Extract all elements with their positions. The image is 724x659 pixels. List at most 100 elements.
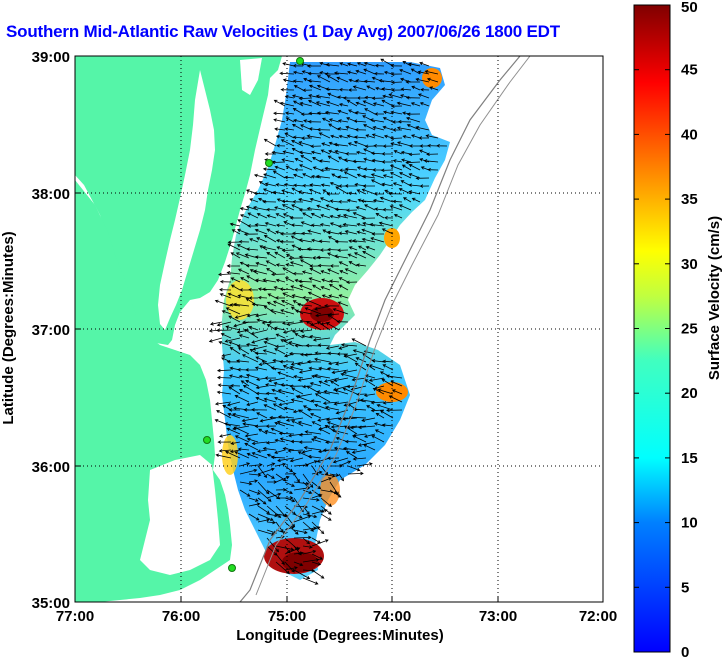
velocity-arrow: [279, 359, 295, 364]
velocity-arrow: [326, 192, 340, 196]
velocity-arrow: [266, 301, 277, 307]
velocity-arrow: [303, 446, 322, 451]
velocity-arrow: [300, 155, 313, 163]
velocity-arrow: [405, 80, 421, 84]
velocity-arrow: [325, 440, 340, 445]
velocity-arrow: [309, 382, 322, 387]
velocity-arrow: [302, 513, 318, 519]
velocity-arrow: [266, 214, 277, 219]
velocity-arrow: [216, 328, 232, 333]
velocity-arrow: [293, 561, 304, 567]
velocity-arrow: [363, 157, 376, 163]
velocity-arrow: [240, 214, 250, 219]
velocity-arrow: [311, 238, 322, 243]
velocity-arrow: [333, 71, 349, 75]
velocity-arrow: [314, 351, 331, 355]
velocity-arrow: [337, 301, 349, 307]
velocity-arrow: [306, 134, 322, 139]
velocity-arrow: [215, 453, 232, 459]
velocity-arrow: [301, 231, 313, 236]
velocity-arrow: [332, 308, 349, 315]
velocity-arrow: [390, 110, 403, 115]
velocity-arrow: [281, 321, 295, 325]
velocity-arrow: [350, 425, 367, 430]
velocity-arrow: [346, 208, 358, 213]
velocity-arrow: [284, 489, 293, 494]
velocity-arrow: [306, 206, 322, 211]
velocity-arrow: [298, 440, 313, 444]
velocity-arrow: [247, 212, 259, 219]
velocity-arrow: [246, 275, 259, 283]
velocity-arrow: [308, 84, 322, 91]
velocity-arrow: [381, 152, 394, 156]
y-tick-label: 37:00: [32, 322, 70, 339]
velocity-arrow: [266, 492, 282, 499]
velocity-arrow: [346, 70, 358, 75]
velocity-arrow: [314, 393, 331, 403]
velocity-arrow: [329, 473, 340, 477]
velocity-arrow: [352, 239, 367, 243]
velocity-arrow: [307, 119, 322, 124]
velocity-arrow: [291, 420, 304, 427]
velocity-arrow: [254, 424, 268, 429]
velocity-arrow: [382, 94, 394, 99]
velocity-arrow: [302, 497, 320, 502]
velocity-arrow: [244, 442, 259, 451]
velocity-arrow: [297, 377, 313, 382]
map-title: Southern Mid-Atlantic Raw Velocities (1 …: [6, 22, 560, 41]
velocity-arrow: [276, 143, 286, 148]
velocity-arrow: [333, 377, 349, 382]
velocity-arrow: [245, 263, 259, 268]
velocity-arrow: [384, 216, 394, 220]
velocity-arrow: [311, 438, 322, 443]
velocity-arrow: [289, 365, 304, 371]
velocity-arrow: [224, 422, 241, 427]
velocity-arrow: [362, 221, 376, 227]
velocity-arrow: [299, 164, 313, 171]
velocity-arrow: [246, 452, 259, 459]
velocity-arrow: [411, 134, 421, 139]
velocity-arrow: [256, 213, 268, 219]
velocity-arrow: [353, 252, 367, 259]
velocity-arrow: [254, 223, 268, 227]
colorbar-tick-label: 10: [681, 515, 698, 532]
velocity-arrow: [426, 77, 439, 83]
velocity-arrow: [325, 63, 340, 67]
velocity-arrow: [279, 240, 295, 244]
velocity-arrow: [352, 435, 367, 443]
velocity-arrow: [332, 457, 349, 464]
velocity-arrow: [356, 222, 367, 227]
velocity-arrow: [299, 259, 313, 267]
velocity-arrow: [275, 183, 286, 187]
velocity-arrow: [229, 449, 241, 454]
velocity-arrow: [330, 134, 340, 139]
velocity-arrow: [343, 354, 358, 363]
velocity-arrow: [275, 278, 286, 283]
velocity-arrow: [373, 192, 385, 196]
velocity-arrow: [307, 99, 322, 107]
velocity-arrow: [393, 150, 403, 155]
velocity-arrow: [216, 321, 232, 327]
velocity-arrow: [305, 343, 322, 348]
velocity-arrow: [304, 307, 322, 315]
velocity-arrow: [248, 325, 259, 331]
velocity-arrow: [362, 174, 376, 179]
velocity-arrow: [410, 102, 421, 107]
velocity-arrow: [225, 450, 241, 459]
velocity-arrow: [329, 222, 340, 227]
velocity-arrow: [248, 479, 259, 483]
velocity-arrow: [419, 149, 430, 155]
velocity-arrow: [369, 118, 385, 123]
velocity-arrow: [328, 294, 340, 299]
velocity-arrow: [246, 437, 259, 443]
velocity-arrow: [346, 99, 358, 107]
velocity-arrow: [320, 214, 331, 219]
velocity-arrow: [363, 61, 376, 67]
velocity-arrow: [325, 322, 340, 331]
velocity-arrow: [256, 318, 268, 323]
velocity-arrow: [388, 93, 403, 99]
velocity-arrow: [301, 136, 313, 140]
velocity-arrow: [378, 221, 394, 227]
velocity-arrow: [282, 447, 295, 451]
velocity-arrow: [302, 88, 313, 93]
